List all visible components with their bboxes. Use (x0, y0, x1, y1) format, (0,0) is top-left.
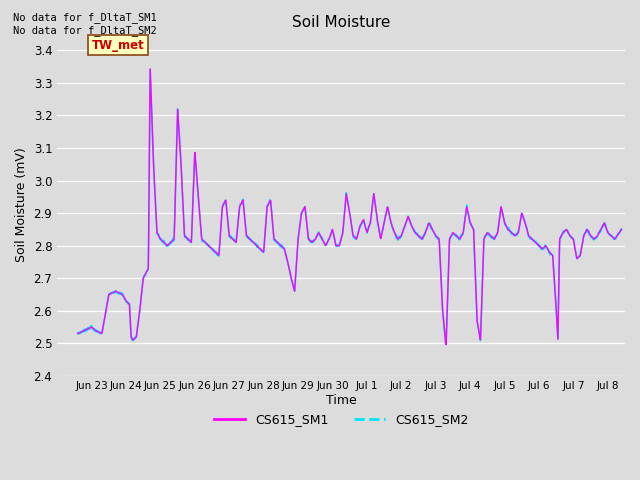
CS615_SM1 (339, 231, 346, 237)
Text: No data for f_DltaT_SM1: No data for f_DltaT_SM1 (13, 12, 157, 23)
CS615_SM1 (618, 227, 625, 232)
CS615_SM2 (618, 227, 625, 232)
Legend: CS615_SM1, CS615_SM2: CS615_SM1, CS615_SM2 (209, 408, 473, 431)
CS615_SM2 (324, 238, 332, 243)
CS615_SM1 (602, 226, 610, 231)
CS615_SM2 (147, 66, 154, 72)
CS615_SM1 (74, 331, 82, 336)
CS615_SM2 (102, 310, 109, 315)
X-axis label: Time: Time (326, 394, 356, 407)
CS615_SM2 (74, 330, 82, 336)
CS615_SM2 (339, 232, 346, 238)
Y-axis label: Soil Moisture (mV): Soil Moisture (mV) (15, 147, 28, 262)
CS615_SM1 (102, 310, 109, 316)
Line: CS615_SM2: CS615_SM2 (78, 69, 621, 345)
CS615_SM2 (502, 224, 510, 229)
CS615_SM1 (602, 225, 610, 230)
CS615_SM2 (442, 342, 450, 348)
CS615_SM1 (324, 238, 332, 244)
Title: Soil Moisture: Soil Moisture (292, 15, 390, 30)
CS615_SM1 (502, 224, 510, 229)
Text: No data for f_DltaT_SM2: No data for f_DltaT_SM2 (13, 25, 157, 36)
Text: TW_met: TW_met (92, 38, 145, 52)
Line: CS615_SM1: CS615_SM1 (78, 69, 621, 345)
CS615_SM2 (602, 225, 610, 231)
CS615_SM1 (442, 342, 450, 348)
CS615_SM2 (602, 226, 610, 231)
CS615_SM1 (147, 66, 154, 72)
